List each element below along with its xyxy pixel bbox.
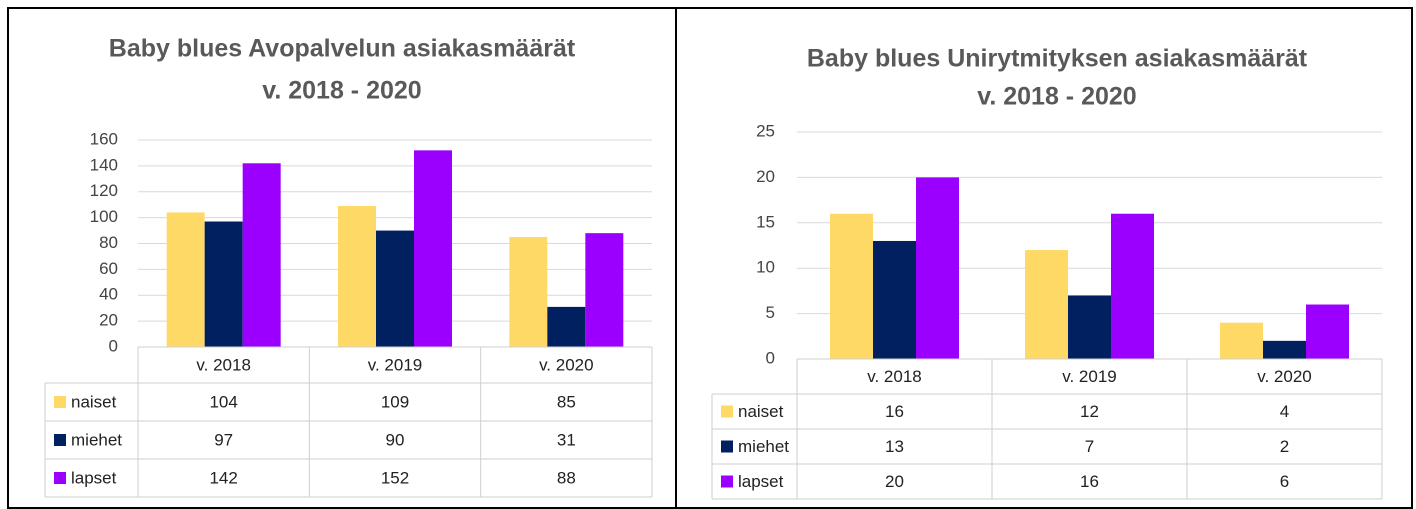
x-tick-label: v. 2018 <box>867 367 922 386</box>
y-tick-label: 10 <box>756 258 775 277</box>
y-tick-label: 20 <box>99 311 118 330</box>
table-value: 31 <box>557 430 576 449</box>
bar <box>204 221 243 347</box>
bar <box>1220 322 1263 359</box>
y-tick-label: 100 <box>90 207 118 226</box>
y-tick-label: 120 <box>90 181 118 200</box>
legend-swatch <box>721 405 733 418</box>
bar <box>376 230 414 347</box>
bar <box>338 205 376 347</box>
table-value: 4 <box>1280 402 1289 421</box>
panel-border <box>675 7 1413 509</box>
bar <box>1068 295 1111 359</box>
table-value: 88 <box>557 468 576 487</box>
legend-label: miehet <box>738 437 789 456</box>
chart-title: v. 2018 - 2020 <box>977 83 1136 111</box>
table-value: 16 <box>885 402 904 421</box>
bar <box>830 213 873 359</box>
table-value: 104 <box>209 392 237 411</box>
y-tick-label: 0 <box>109 336 118 355</box>
legend-swatch <box>721 475 733 488</box>
table-value: 109 <box>381 392 409 411</box>
table-value: 6 <box>1280 472 1289 491</box>
table-value: 90 <box>386 430 405 449</box>
table-value: 7 <box>1085 437 1094 456</box>
y-tick-label: 80 <box>99 233 118 252</box>
legend-swatch <box>54 396 66 408</box>
y-tick-label: 40 <box>99 285 118 304</box>
bar <box>1111 213 1154 359</box>
x-tick-label: v. 2019 <box>1062 367 1117 386</box>
table-value: 16 <box>1080 472 1099 491</box>
legend-swatch <box>721 440 733 453</box>
legend-label: lapset <box>71 468 117 487</box>
y-tick-label: 160 <box>90 129 118 148</box>
y-tick-label: 5 <box>766 303 775 322</box>
table-value: 152 <box>381 468 409 487</box>
table-value: 20 <box>885 472 904 491</box>
table-value: 13 <box>885 437 904 456</box>
x-tick-label: v. 2020 <box>1257 367 1312 386</box>
bar <box>873 240 916 359</box>
bar <box>1306 304 1349 359</box>
x-tick-label: v. 2018 <box>196 355 251 374</box>
legend-label: miehet <box>71 430 122 449</box>
x-tick-label: v. 2020 <box>539 355 594 374</box>
y-tick-label: 25 <box>756 121 775 140</box>
bar <box>166 212 205 347</box>
legend-swatch <box>54 472 66 484</box>
bar <box>509 237 548 347</box>
bar <box>585 233 624 347</box>
chart-title: Baby blues Unirytmityksen asiakasmäärät <box>807 45 1308 73</box>
table-value: 12 <box>1080 402 1099 421</box>
chart-title: v. 2018 - 2020 <box>262 77 421 105</box>
table-value: 142 <box>209 468 237 487</box>
y-tick-label: 15 <box>756 212 775 231</box>
y-tick-label: 20 <box>756 167 775 186</box>
table-value: 85 <box>557 392 576 411</box>
legend-label: lapset <box>738 472 784 491</box>
x-tick-label: v. 2019 <box>368 355 423 374</box>
bar <box>242 163 281 347</box>
table-value: 2 <box>1280 437 1289 456</box>
y-tick-label: 0 <box>766 348 775 367</box>
legend-label: naiset <box>71 392 117 411</box>
bar <box>414 150 452 347</box>
bar <box>547 306 586 347</box>
y-tick-label: 140 <box>90 155 118 174</box>
bar <box>916 177 959 359</box>
chart-title: Baby blues Avopalvelun asiakasmäärät <box>109 35 576 63</box>
legend-swatch <box>54 434 66 446</box>
bar <box>1025 250 1068 359</box>
bar <box>1263 340 1306 359</box>
table-value: 97 <box>214 430 233 449</box>
y-tick-label: 60 <box>99 259 118 278</box>
legend-label: naiset <box>738 402 784 421</box>
